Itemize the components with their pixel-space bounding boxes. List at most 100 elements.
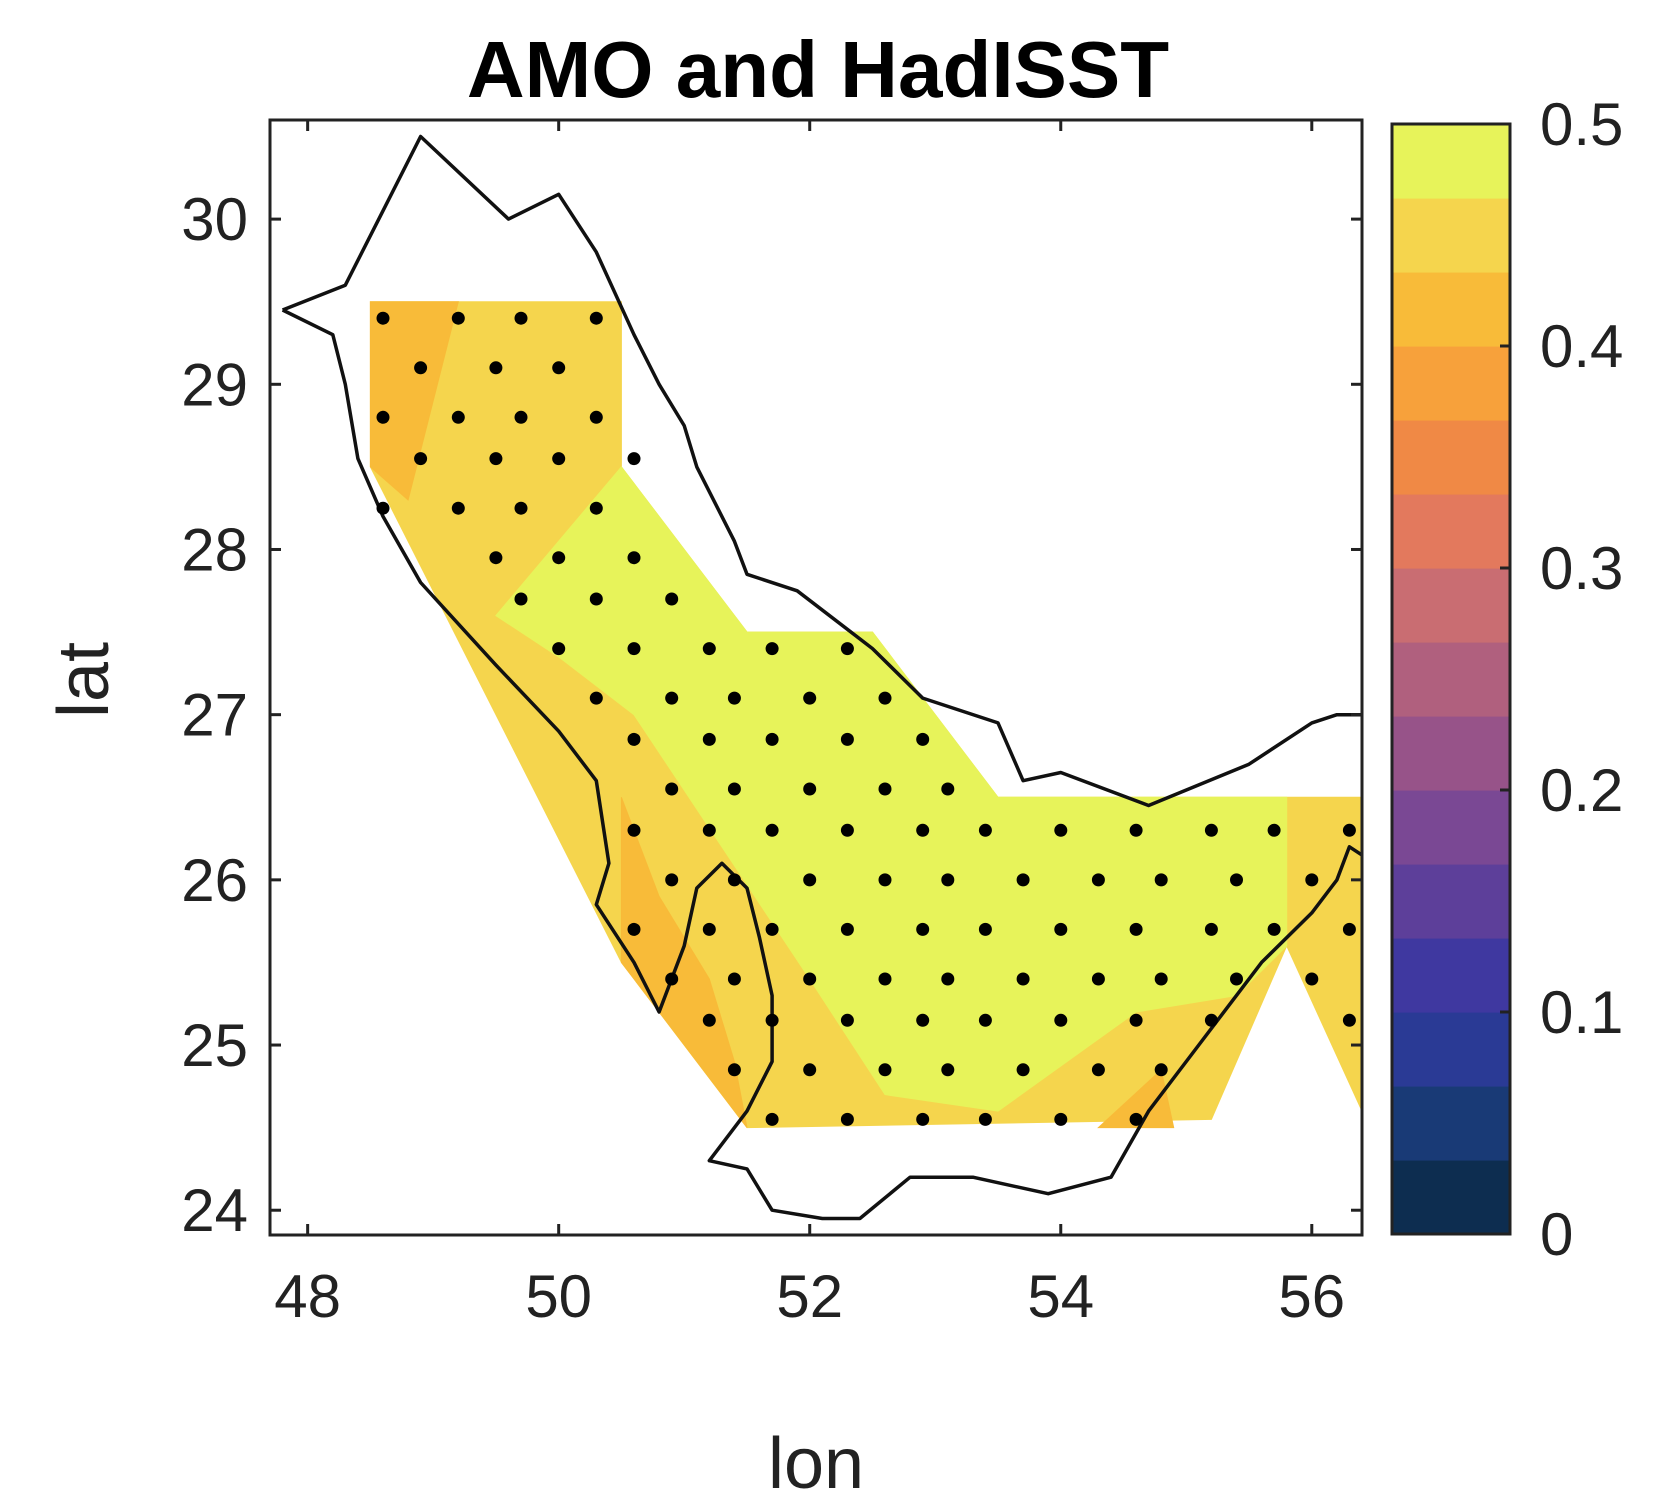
significance-point xyxy=(765,1112,779,1126)
significance-point xyxy=(840,823,854,837)
x-tick-label: 50 xyxy=(525,1263,592,1330)
significance-point xyxy=(589,311,603,325)
significance-point xyxy=(627,551,641,565)
colorbar-tick-label: 0.1 xyxy=(1540,979,1623,1046)
y-tick-label: 30 xyxy=(181,186,248,253)
x-tick-label: 56 xyxy=(1278,1263,1345,1330)
significance-point xyxy=(840,1112,854,1126)
colorbar-segment xyxy=(1392,420,1510,495)
significance-point xyxy=(803,1063,817,1077)
significance-point xyxy=(878,972,892,986)
significance-point xyxy=(1342,823,1356,837)
significance-point xyxy=(916,1112,930,1126)
significance-point xyxy=(552,642,566,656)
colorbar-segment xyxy=(1392,716,1510,791)
significance-point xyxy=(803,873,817,887)
significance-point xyxy=(1091,1063,1105,1077)
significance-point xyxy=(1129,1112,1143,1126)
significance-point xyxy=(376,311,390,325)
significance-point xyxy=(916,732,930,746)
significance-point xyxy=(376,410,390,424)
significance-point xyxy=(1016,873,1030,887)
significance-point xyxy=(1129,1013,1143,1027)
significance-point xyxy=(514,410,528,424)
x-tick-label: 54 xyxy=(1027,1263,1094,1330)
colorbar-tick-label: 0 xyxy=(1540,1201,1573,1268)
significance-point xyxy=(941,873,955,887)
significance-point xyxy=(589,501,603,515)
significance-point xyxy=(702,642,716,656)
significance-point xyxy=(552,551,566,565)
significance-point xyxy=(978,922,992,936)
significance-point xyxy=(978,1112,992,1126)
significance-point xyxy=(489,551,503,565)
significance-point xyxy=(627,642,641,656)
significance-point xyxy=(1154,873,1168,887)
y-tick-label: 29 xyxy=(181,351,248,418)
significance-point xyxy=(702,823,716,837)
significance-point xyxy=(727,691,741,705)
significance-point xyxy=(916,922,930,936)
significance-point xyxy=(552,452,566,466)
y-axis-label: lat xyxy=(44,642,124,718)
significance-point xyxy=(878,691,892,705)
colorbar-segment xyxy=(1392,124,1510,199)
significance-point xyxy=(702,922,716,936)
significance-point xyxy=(941,782,955,796)
colorbar-segment xyxy=(1392,272,1510,347)
y-tick-label: 26 xyxy=(181,847,248,914)
significance-point xyxy=(1230,972,1243,986)
significance-point xyxy=(941,972,955,986)
significance-point xyxy=(589,410,603,424)
y-tick-label: 28 xyxy=(181,516,248,583)
coastline-1 xyxy=(281,308,1362,1221)
significance-point xyxy=(552,361,566,375)
significance-point xyxy=(878,782,892,796)
significance-point xyxy=(1342,922,1356,936)
coastline-0 xyxy=(281,134,1362,808)
significance-point xyxy=(514,592,528,606)
y-tick-label: 24 xyxy=(181,1177,248,1244)
significance-point xyxy=(665,691,679,705)
significance-point xyxy=(916,823,930,837)
plot-area: 48 50 52 54 56 24 25 26 27 28 29 30 xyxy=(181,118,1364,1330)
colorbar-segment xyxy=(1392,494,1510,569)
colorbar-segment xyxy=(1392,346,1510,421)
significance-point xyxy=(1054,1112,1068,1126)
significance-point xyxy=(1154,972,1168,986)
significance-point xyxy=(627,922,641,936)
x-axis-label: lon xyxy=(768,1424,864,1504)
significance-point xyxy=(1016,1063,1030,1077)
significance-point xyxy=(765,922,779,936)
y-tick-label: 27 xyxy=(181,682,248,749)
significance-point xyxy=(489,452,503,466)
coastlines xyxy=(281,134,1362,1221)
colorbar-frame xyxy=(1390,122,1512,1236)
x-tick-label: 52 xyxy=(776,1263,843,1330)
colorbar-tick-label: 0.3 xyxy=(1540,535,1623,602)
significance-point xyxy=(627,823,641,837)
colorbar-tick-label: 0.2 xyxy=(1540,757,1623,824)
y-tick-label: 25 xyxy=(181,1012,248,1079)
significance-point xyxy=(414,361,428,375)
colorbar-segment xyxy=(1392,1160,1510,1235)
significance-point xyxy=(514,501,528,515)
significance-point xyxy=(840,732,854,746)
significance-point xyxy=(489,361,503,375)
significance-point xyxy=(840,922,854,936)
significance-point xyxy=(727,972,741,986)
significance-point xyxy=(1267,922,1281,936)
significance-point xyxy=(765,732,779,746)
significance-point xyxy=(765,1013,779,1027)
colorbar: 0 0.1 0.2 0.3 0.4 0.5 xyxy=(1390,91,1623,1268)
significance-point xyxy=(1129,823,1143,837)
contour-region-2 xyxy=(620,797,748,1128)
significance-point xyxy=(376,501,390,515)
significance-point xyxy=(451,311,465,325)
colorbar-segment xyxy=(1392,1012,1510,1087)
significance-point xyxy=(1204,1013,1218,1027)
colorbar-segment xyxy=(1392,864,1510,939)
significance-point xyxy=(803,972,817,986)
significance-point xyxy=(1305,972,1319,986)
